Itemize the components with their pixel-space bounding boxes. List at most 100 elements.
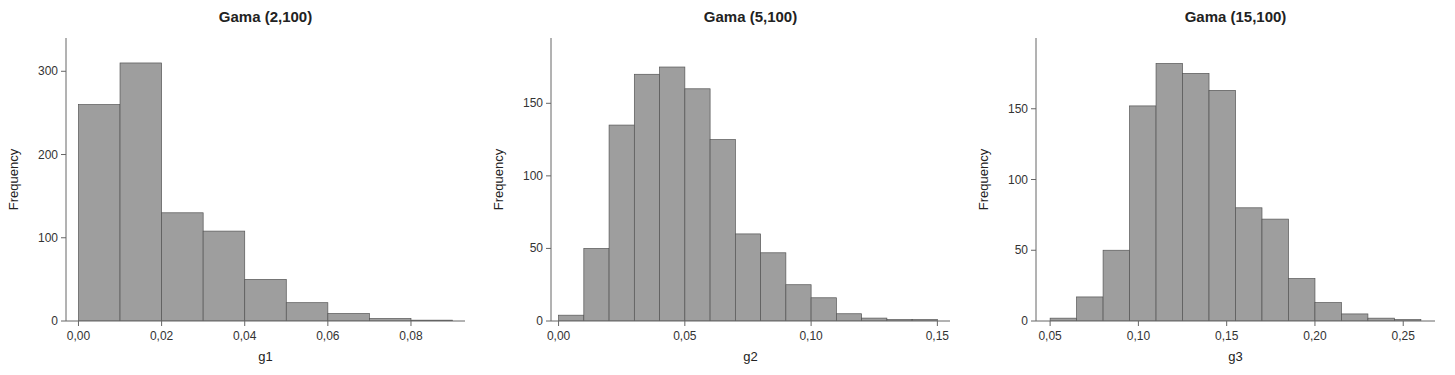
histogram-bar (78, 105, 120, 321)
y-tick (546, 248, 551, 249)
chart-title: Gama (2,100) (219, 8, 312, 25)
panel: 0,00 0,02 0,04 0,06 0,08 0 100 200 300 Gama (2,10… (6, 8, 465, 364)
y-axis-label: Frequency (491, 148, 506, 210)
histogram-bar (735, 234, 760, 321)
y-axis-line (66, 38, 67, 321)
y-tick (61, 71, 66, 72)
y-tick-label: 0 (51, 314, 58, 328)
y-tick-label: 100 (523, 169, 543, 183)
y-tick (546, 321, 551, 322)
y-tick-label: 100 (38, 231, 58, 245)
histogram-bar (1262, 219, 1288, 321)
y-tick (61, 321, 66, 322)
x-axis-line (1036, 321, 1435, 322)
histogram-bar (1315, 303, 1341, 321)
x-tick-label: 0,08 (399, 329, 423, 343)
x-tick-label: 0,02 (150, 329, 174, 343)
x-tick-label: 0,00 (67, 329, 91, 343)
x-tick (1403, 321, 1404, 326)
histogram-bar (761, 253, 786, 321)
y-axis-label: Frequency (6, 148, 21, 210)
histogram-bar (1103, 250, 1129, 321)
x-axis-label: g3 (1228, 349, 1242, 364)
x-tick (1314, 321, 1315, 326)
histogram-bar (1209, 90, 1235, 321)
x-tick (1050, 321, 1051, 326)
y-tick (1031, 321, 1036, 322)
x-tick-label: 0,00 (547, 329, 571, 343)
figure: 0,00 0,02 0,04 0,06 0,08 0 100 200 300 Gama (2,10… (0, 0, 1455, 375)
chart-container: 0,00 0,02 0,04 0,06 0,08 0 100 200 300 Gama (2,10… (0, 0, 1455, 375)
x-tick (684, 321, 685, 326)
histogram-bar (836, 314, 861, 321)
histogram-bar (1341, 314, 1367, 321)
histogram-bar (811, 298, 836, 321)
histogram-bar (328, 314, 370, 321)
x-tick-label: 0,10 (799, 329, 823, 343)
y-tick (1031, 250, 1036, 251)
bars (78, 63, 452, 321)
histogram-bar (203, 231, 245, 321)
x-tick (1226, 321, 1227, 326)
y-axis-line (551, 38, 552, 321)
bars (1050, 63, 1421, 321)
x-tick-label: 0,04 (233, 329, 257, 343)
x-tick (78, 321, 79, 326)
x-tick-label: 0,05 (673, 329, 697, 343)
y-tick (546, 175, 551, 176)
y-tick-label: 0 (1021, 314, 1028, 328)
histogram-bar (162, 213, 204, 321)
y-tick-label: 0 (536, 314, 543, 328)
x-axis-label: g2 (743, 349, 757, 364)
y-tick-label: 300 (38, 64, 58, 78)
histogram-bar (1288, 279, 1314, 321)
x-tick-label: 0,25 (1392, 329, 1416, 343)
x-tick-label: 0,20 (1303, 329, 1327, 343)
histogram-bar (1077, 297, 1103, 321)
x-tick (1138, 321, 1139, 326)
y-tick-label: 50 (1015, 243, 1029, 257)
panel: 0,05 0,10 0,15 0,20 0,25 0 50 100 150 Gama (15,10… (976, 8, 1435, 364)
x-tick (558, 321, 559, 326)
x-tick-label: 0,15 (926, 329, 950, 343)
y-tick-label: 200 (38, 148, 58, 162)
chart-title: Gama (5,100) (704, 8, 797, 25)
histogram-bar (685, 89, 710, 321)
y-tick-label: 150 (1008, 102, 1028, 116)
x-tick (410, 321, 411, 326)
histogram-bar (1183, 73, 1209, 321)
x-tick (327, 321, 328, 326)
y-tick-label: 100 (1008, 173, 1028, 187)
histogram-bar (584, 248, 609, 321)
y-tick (546, 103, 551, 104)
x-tick (811, 321, 812, 326)
x-tick (161, 321, 162, 326)
histogram-bar (245, 279, 287, 321)
x-tick-label: 0,06 (316, 329, 340, 343)
x-tick (937, 321, 938, 326)
x-tick-label: 0,05 (1038, 329, 1062, 343)
x-axis-line (66, 321, 465, 322)
y-axis-label: Frequency (976, 148, 991, 210)
x-tick-label: 0,10 (1127, 329, 1151, 343)
histogram-bar (1130, 106, 1156, 321)
histogram-bar (1236, 208, 1262, 321)
y-tick (61, 237, 66, 238)
y-tick-label: 150 (523, 96, 543, 110)
histogram-bar (634, 74, 659, 321)
y-tick (1031, 108, 1036, 109)
bars (559, 67, 938, 321)
y-tick (61, 154, 66, 155)
chart-title: Gama (15,100) (1185, 8, 1287, 25)
x-tick (244, 321, 245, 326)
x-axis-label: g1 (258, 349, 272, 364)
y-tick-label: 50 (530, 241, 544, 255)
histogram-bar (609, 125, 634, 321)
histogram-bar (1156, 63, 1182, 321)
histogram-bar (660, 67, 685, 321)
x-tick-label: 0,15 (1215, 329, 1239, 343)
histogram-bar (559, 315, 584, 321)
histogram-bar (120, 63, 162, 321)
y-tick (1031, 179, 1036, 180)
histogram-bar (786, 285, 811, 321)
